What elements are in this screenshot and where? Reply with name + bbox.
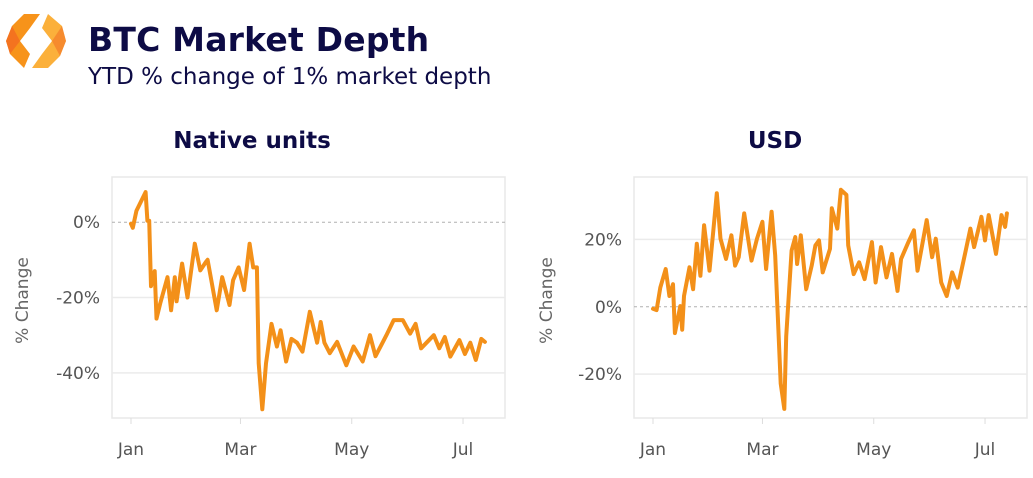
y-axis-label: % Change xyxy=(13,257,33,344)
y-tick-label: -20% xyxy=(578,365,622,385)
logo-icon xyxy=(6,14,66,68)
page-subtitle: YTD % change of 1% market depth xyxy=(88,64,492,90)
x-tick-label: May xyxy=(334,440,369,460)
page-title: BTC Market Depth xyxy=(88,20,430,59)
series-line xyxy=(129,190,487,412)
x-tick-label: Mar xyxy=(224,440,256,460)
y-tick-label: 0% xyxy=(595,298,622,318)
x-tick-label: Mar xyxy=(746,440,778,460)
y-tick-label: 0% xyxy=(73,213,100,233)
chart-title-usd: USD xyxy=(747,128,803,154)
y-tick-label: 20% xyxy=(584,230,622,250)
y-tick-label: -20% xyxy=(56,289,100,309)
chart-1: 20% 0% -20% Jan Mar May Jul % Change xyxy=(537,176,1028,460)
x-tick-label: May xyxy=(856,440,891,460)
x-tick-label: Jan xyxy=(639,440,666,460)
plot-area xyxy=(633,176,1028,419)
chart-title-native: Native units xyxy=(173,128,331,154)
series-line xyxy=(651,187,1009,411)
x-tick-label: Jul xyxy=(974,440,996,460)
y-tick-label: -40% xyxy=(56,364,100,384)
x-tick-label: Jul xyxy=(452,440,474,460)
x-tick-label: Jan xyxy=(117,440,144,460)
chart-0: 0% -20% -40% Jan Mar May Jul % Change xyxy=(13,176,506,460)
y-axis-label: % Change xyxy=(537,257,557,344)
